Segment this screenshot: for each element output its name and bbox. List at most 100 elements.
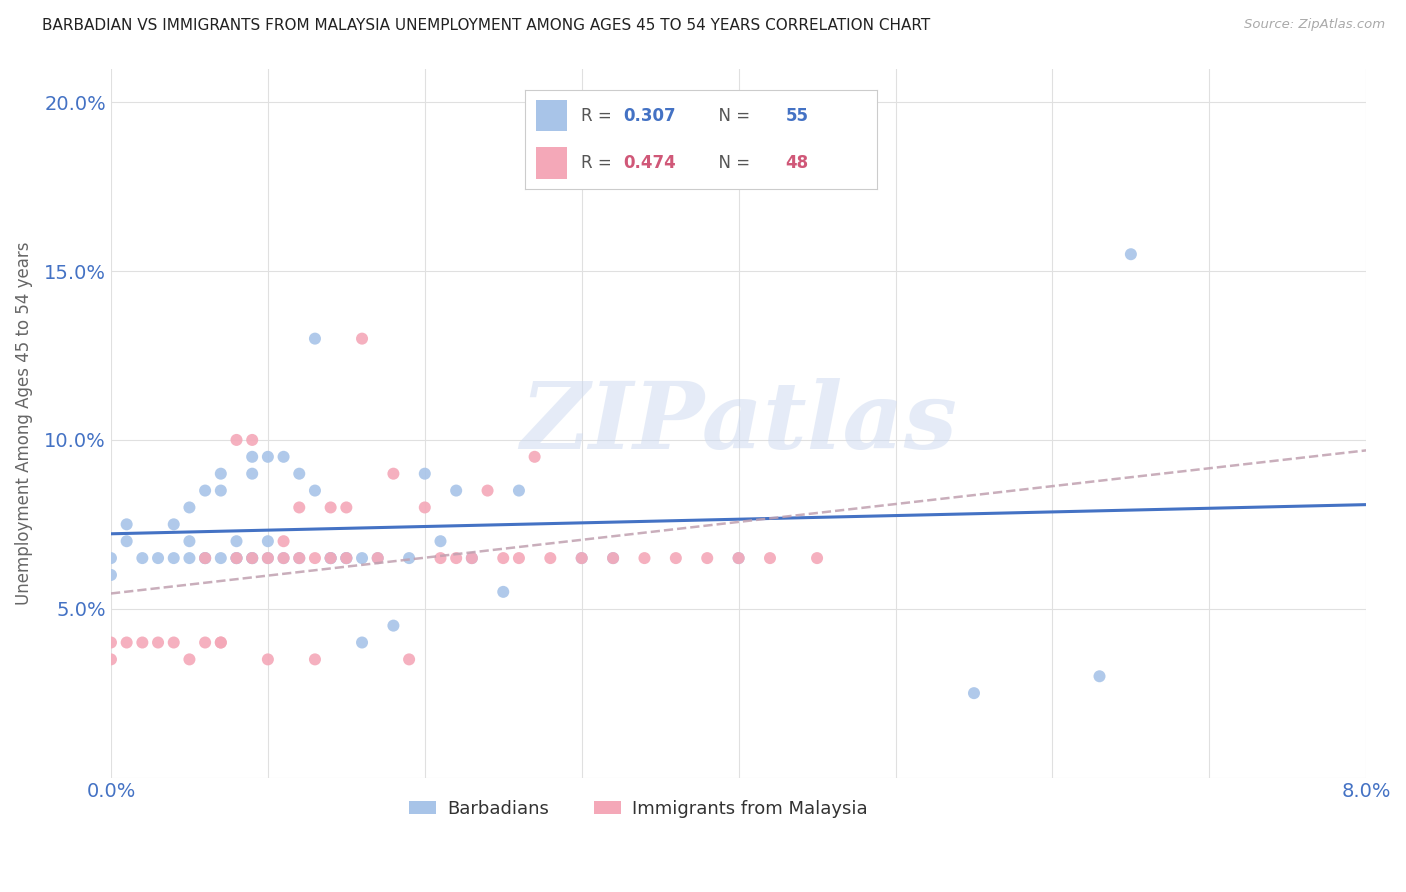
- Point: [240, 467, 263, 481]
- Point: [304, 652, 326, 666]
- Point: [225, 551, 247, 566]
- Point: [194, 483, 217, 498]
- Text: BARBADIAN VS IMMIGRANTS FROM MALAYSIA UNEMPLOYMENT AMONG AGES 45 TO 54 YEARS COR: BARBADIAN VS IMMIGRANTS FROM MALAYSIA UN…: [42, 18, 931, 33]
- Point: [350, 635, 373, 649]
- Point: [492, 585, 515, 599]
- Point: [240, 551, 263, 566]
- Point: [398, 652, 420, 666]
- Point: [257, 534, 280, 549]
- Point: [382, 618, 405, 632]
- Point: [273, 551, 295, 566]
- Point: [240, 551, 263, 566]
- Text: ZIPatlas: ZIPatlas: [520, 378, 957, 468]
- Point: [225, 551, 247, 566]
- Point: [1088, 669, 1111, 683]
- Point: [288, 551, 311, 566]
- Point: [665, 551, 688, 566]
- Point: [194, 551, 217, 566]
- Point: [1119, 247, 1142, 261]
- Point: [115, 635, 138, 649]
- Text: Source: ZipAtlas.com: Source: ZipAtlas.com: [1244, 18, 1385, 31]
- Point: [179, 534, 201, 549]
- Point: [240, 433, 263, 447]
- Point: [319, 551, 342, 566]
- Point: [963, 686, 986, 700]
- Point: [257, 551, 280, 566]
- Point: [429, 551, 451, 566]
- Point: [319, 551, 342, 566]
- Point: [209, 467, 232, 481]
- Legend: Barbadians, Immigrants from Malaysia: Barbadians, Immigrants from Malaysia: [402, 793, 875, 825]
- Point: [179, 652, 201, 666]
- Point: [100, 652, 122, 666]
- Point: [382, 467, 405, 481]
- Point: [209, 635, 232, 649]
- Point: [194, 551, 217, 566]
- Point: [633, 551, 655, 566]
- Point: [115, 517, 138, 532]
- Point: [240, 551, 263, 566]
- Point: [538, 551, 561, 566]
- Point: [131, 635, 153, 649]
- Point: [477, 483, 499, 498]
- Point: [257, 450, 280, 464]
- Point: [240, 450, 263, 464]
- Point: [225, 433, 247, 447]
- Point: [571, 551, 593, 566]
- Point: [288, 467, 311, 481]
- Point: [100, 635, 122, 649]
- Point: [759, 551, 782, 566]
- Point: [273, 551, 295, 566]
- Point: [429, 534, 451, 549]
- Point: [304, 483, 326, 498]
- Point: [319, 551, 342, 566]
- Point: [209, 635, 232, 649]
- Point: [163, 551, 186, 566]
- Point: [304, 551, 326, 566]
- Point: [131, 551, 153, 566]
- Point: [413, 467, 436, 481]
- Point: [335, 500, 357, 515]
- Point: [602, 551, 624, 566]
- Point: [508, 551, 530, 566]
- Point: [100, 551, 122, 566]
- Point: [461, 551, 484, 566]
- Point: [257, 652, 280, 666]
- Point: [163, 517, 186, 532]
- Point: [508, 483, 530, 498]
- Point: [523, 450, 546, 464]
- Point: [225, 551, 247, 566]
- Point: [273, 450, 295, 464]
- Point: [461, 551, 484, 566]
- Point: [350, 332, 373, 346]
- Point: [100, 568, 122, 582]
- Point: [273, 534, 295, 549]
- Point: [492, 551, 515, 566]
- Point: [194, 635, 217, 649]
- Point: [146, 635, 169, 649]
- Point: [602, 551, 624, 566]
- Point: [398, 551, 420, 566]
- Point: [179, 500, 201, 515]
- Point: [806, 551, 828, 566]
- Point: [304, 332, 326, 346]
- Point: [727, 551, 749, 566]
- Point: [696, 551, 718, 566]
- Point: [209, 551, 232, 566]
- Point: [335, 551, 357, 566]
- Point: [367, 551, 389, 566]
- Point: [444, 483, 467, 498]
- Point: [209, 483, 232, 498]
- Point: [571, 551, 593, 566]
- Point: [335, 551, 357, 566]
- Point: [413, 500, 436, 515]
- Point: [367, 551, 389, 566]
- Point: [444, 551, 467, 566]
- Point: [350, 551, 373, 566]
- Point: [335, 551, 357, 566]
- Point: [288, 500, 311, 515]
- Point: [194, 551, 217, 566]
- Point: [225, 534, 247, 549]
- Point: [179, 551, 201, 566]
- Point: [146, 551, 169, 566]
